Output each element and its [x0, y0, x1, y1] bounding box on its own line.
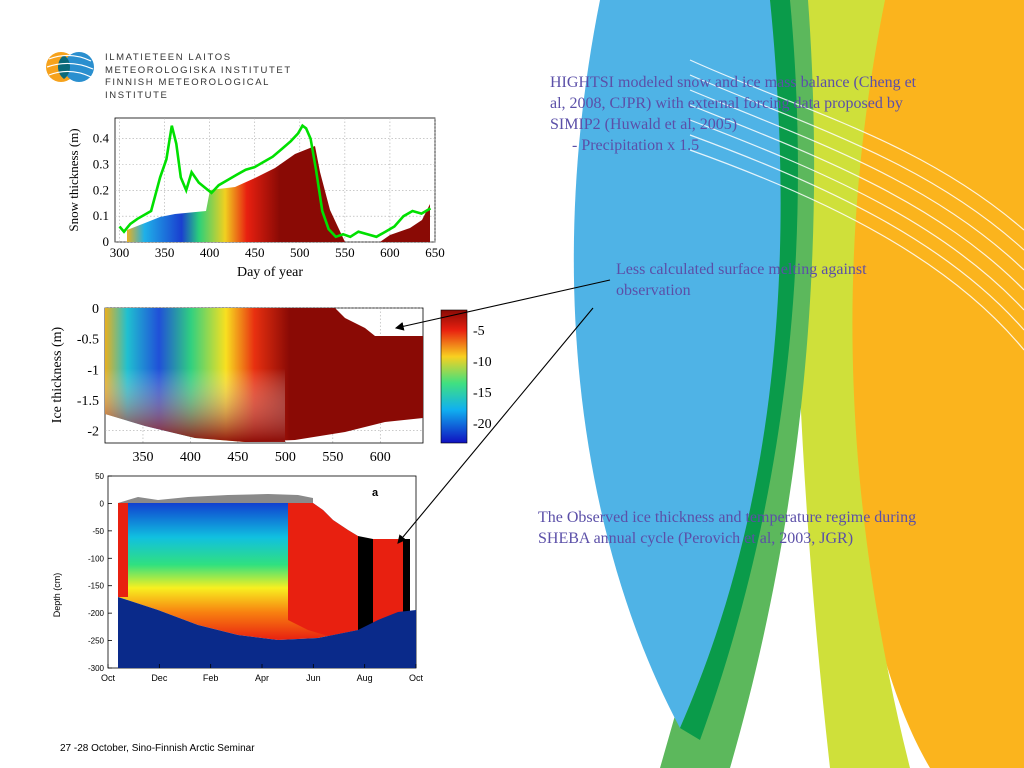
fmi-logo: ILMATIETEEN LAITOS METEOROLOGISKA INSTIT…: [45, 45, 335, 101]
snow-fill: [127, 146, 345, 242]
colorbar-tick-label: -15: [473, 386, 492, 401]
y-tick-label: 0: [92, 302, 99, 317]
colorbar-tick-label: -20: [473, 417, 492, 432]
x-tick-label: 450: [227, 450, 248, 465]
hightsi-text: HIGHTSI modeled snow and ice mass balanc…: [550, 74, 917, 133]
colorbar: [440, 309, 468, 444]
blue-band: [573, 0, 787, 728]
ice-thickness-chart: 350 400 450 500 550 600 0 -0.5 -1 -1.5 -2 Ice thic…: [45, 300, 505, 468]
x-tick-label: 400: [180, 450, 201, 465]
precipitation-bullet: - Precipitation x 1.5: [572, 137, 700, 154]
y-tick-label: 0: [103, 234, 110, 249]
x-axis-label: Day of year: [237, 265, 303, 280]
red-column: [373, 539, 403, 628]
x-tick-label: 450: [245, 245, 265, 260]
x-tick-label: 600: [370, 450, 391, 465]
snow-fill-2: [380, 204, 430, 242]
y-tick-label: 0: [100, 499, 105, 508]
x-tick-label: 550: [335, 245, 355, 260]
y-axis-label: Ice thickness (m): [50, 326, 65, 423]
x-tick-label: Feb: [203, 673, 219, 683]
x-tick-label: 650: [425, 245, 445, 260]
panel-annotation: a: [372, 487, 379, 499]
y-tick-label: 0.1: [93, 208, 109, 223]
x-tick-label: 500: [275, 450, 296, 465]
y-tick-label: -50: [92, 527, 104, 536]
dark-green-band: [680, 0, 798, 740]
orange-band: [834, 0, 1024, 768]
y-axis-label: Depth (cm): [52, 573, 62, 618]
melting-note: Less calculated surface melting against …: [616, 261, 867, 299]
x-tick-label: Oct: [409, 673, 424, 683]
x-tick-label: Jun: [306, 673, 321, 683]
red-ice-field: [118, 503, 128, 597]
y-tick-label: -250: [88, 637, 105, 646]
logo-text: ILMATIETEEN LAITOS METEOROLOGISKA INSTIT…: [105, 52, 335, 102]
x-tick-label: 600: [380, 245, 400, 260]
colorbar-tick-label: -10: [473, 355, 492, 370]
y-tick-label: -1.5: [77, 394, 99, 409]
y-axis-label: Snow thickness (m): [66, 128, 81, 231]
x-tick-label: 550: [322, 450, 343, 465]
ice-field-shade: [105, 308, 285, 442]
logo-line-2: METEOROLOGISKA INSTITUTET: [105, 64, 292, 76]
observed-depth-chart: a Oct Dec Feb Apr Jun Aug Oct 50 0 -50 -100 -150 -20…: [48, 470, 438, 690]
y-tick-label: -0.5: [77, 333, 99, 348]
x-tick-label: Oct: [101, 673, 116, 683]
globe-icon: [46, 52, 94, 82]
y-tick-label: -1: [87, 363, 99, 378]
y-tick-label: -150: [88, 582, 105, 591]
snow-band-grey: [118, 494, 313, 503]
arrow-to-ice-chart: [394, 279, 611, 331]
logo-line-3: FINNISH METEOROLOGICAL INSTITUTE: [105, 77, 270, 101]
hightsi-description: HIGHTSI modeled snow and ice mass balanc…: [550, 72, 920, 156]
ocean: [118, 597, 416, 668]
logo-line-1: ILMATIETEEN LAITOS: [105, 52, 232, 63]
y-tick-label: -300: [88, 664, 105, 673]
observed-snow-line: [118, 123, 432, 239]
white-swoosh-lines: [689, 59, 1024, 351]
y-tick-label: 0.2: [93, 182, 109, 197]
x-tick-label: Dec: [151, 673, 168, 683]
y-tick-label: 0.4: [93, 131, 110, 146]
x-tick-label: 500: [290, 245, 310, 260]
y-tick-label: -200: [88, 609, 105, 618]
black-column: [358, 536, 373, 630]
x-tick-label: 300: [110, 245, 130, 260]
y-tick-label: 50: [95, 472, 104, 481]
y-tick-label: -2: [87, 425, 99, 440]
x-tick-label: 350: [155, 245, 175, 260]
snow-thickness-chart: 300 350 400 450 500 550 600 650 0 0.1 0.2 0.3 0.4 Da…: [60, 110, 450, 282]
y-tick-label: -100: [88, 554, 105, 563]
y-tick-label: 0.3: [93, 157, 109, 172]
x-tick-label: Apr: [255, 673, 269, 683]
lime-band: [793, 0, 910, 768]
footer-text: 27 -28 October, Sino-Finnish Arctic Semi…: [60, 743, 255, 754]
arrow-to-observed-chart: [397, 307, 594, 544]
x-tick-label: 350: [132, 450, 153, 465]
x-tick-label: 400: [200, 245, 220, 260]
sheba-observation-text: The Observed ice thickness and temperatu…: [538, 509, 917, 547]
black-column-2: [403, 539, 410, 620]
x-tick-label: Aug: [357, 673, 373, 683]
colorbar-tick-label: -5: [473, 324, 485, 339]
red-ice-field-2: [288, 503, 358, 636]
